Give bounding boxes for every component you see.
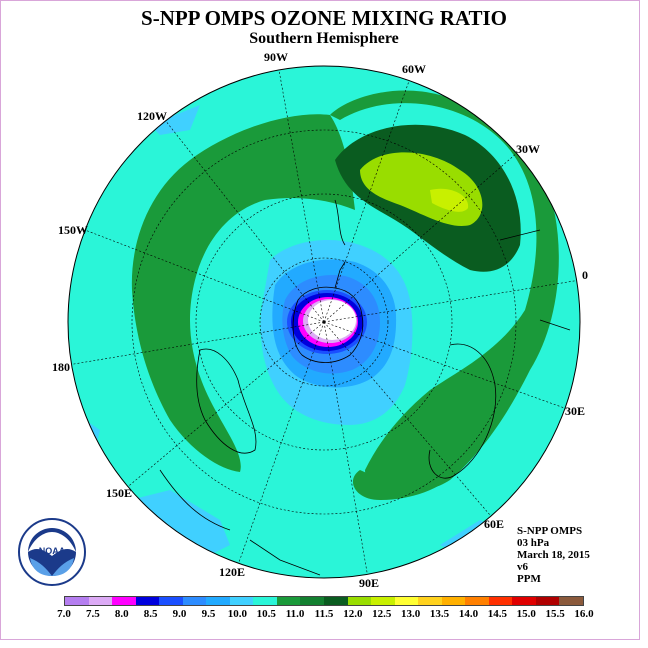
colorbar-swatch xyxy=(465,597,489,605)
colorbar-swatch xyxy=(394,597,419,605)
info-date: March 18, 2015 xyxy=(517,549,590,561)
colorbar-swatch xyxy=(276,597,301,605)
patch-edge-150e xyxy=(130,490,230,560)
patch-edge-120w xyxy=(150,105,200,135)
colorbar-tick-label: 16.0 xyxy=(574,608,594,620)
lon-label-30w: 30W xyxy=(516,142,540,156)
info-block: S-NPP OMPS 03 hPa March 18, 2015 v6 PPM xyxy=(517,525,590,585)
colorbar-tick-label: 13.0 xyxy=(401,608,421,620)
colorbar-tick-label: 8.5 xyxy=(143,608,158,620)
lon-label-0: 0 xyxy=(582,268,588,282)
colorbar-swatch xyxy=(535,597,560,605)
colorbar-swatch xyxy=(418,597,442,605)
lon-label-90w: 90W xyxy=(264,50,288,64)
lon-label-60w: 60W xyxy=(402,62,426,76)
map-border xyxy=(67,65,581,579)
colorbar-swatch xyxy=(88,597,113,605)
colorbar-tick-label: 14.0 xyxy=(458,608,479,620)
graticule xyxy=(68,69,580,578)
colorbar-tick-label: 12.0 xyxy=(343,608,363,620)
colorbar-swatch xyxy=(135,597,160,605)
info-version: v6 xyxy=(517,561,528,573)
colorbar-tick-label: 15.5 xyxy=(545,608,565,620)
colorbar-swatch xyxy=(512,597,536,605)
colorbar-tick-label: 10.0 xyxy=(227,608,247,620)
colorbar-swatch xyxy=(441,597,466,605)
map-subtitle: Southern Hemisphere xyxy=(249,30,399,47)
colorbar-swatch xyxy=(112,597,136,605)
info-instrument: S-NPP OMPS xyxy=(517,525,583,537)
band-13-0 xyxy=(430,188,469,212)
colorbar-tick-label: 7.5 xyxy=(86,608,100,620)
colorbar-tick-label: 11.5 xyxy=(314,608,334,620)
colorbar-swatch xyxy=(300,597,325,605)
colorbar-tick-label: 8.0 xyxy=(114,608,129,620)
colorbar-tick-label: 12.5 xyxy=(372,608,392,620)
lon-label-90e: 90E xyxy=(359,576,380,590)
info-unit: PPM xyxy=(517,573,541,585)
band-11-5-east xyxy=(330,90,559,493)
colorbar-swatch xyxy=(488,597,513,605)
info-pressure: 03 hPa xyxy=(517,537,550,549)
lon-label-60e: 60E xyxy=(484,517,505,531)
colorbar-swatch xyxy=(371,597,395,605)
colorbar xyxy=(64,596,584,606)
colorbar-tick-label: 11.0 xyxy=(285,608,305,620)
colorbar-tick-label: 10.5 xyxy=(256,608,276,620)
colorbar-swatch xyxy=(229,597,254,605)
colorbar-ticks: 7.0 7.5 8.0 8.5 9.0 9.5 10.0 10.5 11.0 11.5 12.0 12… xyxy=(52,608,596,622)
colorbar-tick-label: 13.5 xyxy=(429,608,450,620)
lon-label-150w: 150W xyxy=(58,223,88,237)
lon-label-120w: 120W xyxy=(137,109,167,123)
lon-label-150e: 150E xyxy=(106,486,133,500)
band-11-5-south xyxy=(352,470,460,500)
lon-label-30e: 30E xyxy=(565,404,586,418)
band-11-5-west xyxy=(131,114,355,472)
colorbar-swatch xyxy=(65,597,89,605)
coastlines xyxy=(159,199,571,576)
lon-label-180: 180 xyxy=(52,360,70,374)
noaa-logo-text: NOAA xyxy=(39,546,66,556)
colorbar-swatch xyxy=(182,597,207,605)
pole-core xyxy=(308,300,356,340)
colorbar-tick-label: 15.0 xyxy=(516,608,536,620)
colorbar-swatch xyxy=(206,597,230,605)
colorbar-swatch xyxy=(253,597,277,605)
colorbar-tick-label: 9.0 xyxy=(172,608,187,620)
lon-label-120e: 120E xyxy=(219,565,246,579)
map-title: S-NPP OMPS OZONE MIXING RATIO xyxy=(141,6,507,30)
noaa-logo: NOAA xyxy=(18,518,86,586)
colorbar-tick-label: 14.5 xyxy=(487,608,507,620)
page-frame xyxy=(0,0,640,640)
colorbar-tick-label: 9.5 xyxy=(201,608,216,620)
colorbar-swatch xyxy=(324,597,348,605)
colorbar-tick-label: 7.0 xyxy=(57,608,71,620)
colorbar-swatch xyxy=(159,597,183,605)
colorbar-swatch xyxy=(559,597,584,605)
colorbar-swatch xyxy=(347,597,372,605)
